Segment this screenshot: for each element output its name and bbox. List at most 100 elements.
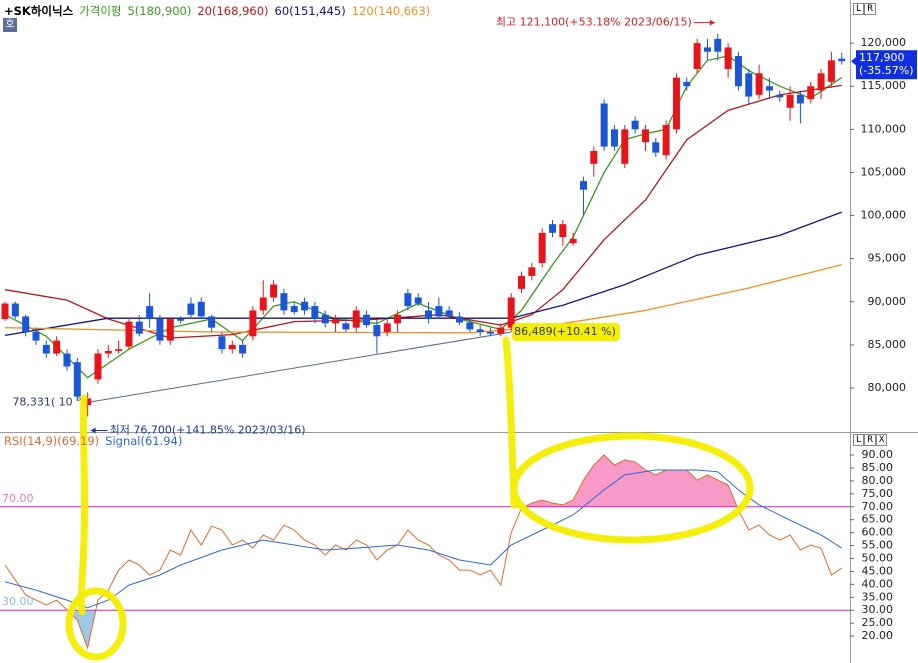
candle-body xyxy=(600,103,608,147)
series-line xyxy=(4,454,842,650)
candle-body xyxy=(765,86,773,91)
candle-body xyxy=(456,316,464,323)
candle-body xyxy=(94,353,102,380)
candle-body xyxy=(590,150,598,164)
candle-body xyxy=(197,301,205,317)
candle-body xyxy=(817,73,825,91)
candle-body xyxy=(321,314,329,324)
candle-body xyxy=(610,129,618,147)
y-tick-label: 70.00 xyxy=(862,500,894,513)
candle-body xyxy=(218,336,226,350)
legend-entry: 120(140,663) xyxy=(351,4,431,18)
y-tick-label: 40.00 xyxy=(862,577,894,590)
candle-body xyxy=(166,319,174,341)
candle-body xyxy=(672,77,680,130)
candle-body xyxy=(135,321,143,334)
legend-entry: 5(180,900) xyxy=(127,4,192,18)
candle-body xyxy=(84,398,92,406)
panel-button[interactable]: X xyxy=(875,434,888,446)
annotation-arrowhead xyxy=(709,19,715,26)
panel-button[interactable]: R xyxy=(864,434,876,446)
candle-body xyxy=(208,316,216,328)
trend-line xyxy=(87,331,512,403)
candle-body xyxy=(838,58,846,62)
candle-body xyxy=(280,293,288,311)
candle-body xyxy=(42,344,50,354)
y-tick-label: 65.00 xyxy=(862,513,894,526)
y-tick-label: 120,000 xyxy=(861,36,907,49)
low-label: 최저 76,700(+141.85% 2023/03/16) xyxy=(110,423,306,436)
last-price-label: 117,900 xyxy=(859,51,905,64)
candle-body xyxy=(734,56,742,87)
candle-body xyxy=(683,81,691,87)
candle-body xyxy=(652,142,660,153)
candle-body xyxy=(714,38,722,52)
trend-label: 86,489(+10.41 %) xyxy=(514,325,616,338)
y-tick-label: 30.00 xyxy=(862,603,894,616)
labels: 80,000 85,000 90,000 95,000 100,000 105,000 11… xyxy=(2,16,917,642)
y-tick-label: 110,000 xyxy=(861,122,907,135)
candle-body xyxy=(507,297,515,328)
candle-body xyxy=(724,47,732,69)
candle-body xyxy=(104,350,112,354)
level-label: 30.00 xyxy=(2,595,34,608)
candle-body xyxy=(332,319,340,324)
level-fill xyxy=(5,610,842,648)
candle-body xyxy=(497,327,505,334)
candle-body xyxy=(786,94,794,108)
candle-body xyxy=(156,319,164,341)
candle-body xyxy=(342,323,350,330)
candle-body xyxy=(518,275,525,289)
level-label: 70.00 xyxy=(2,492,34,505)
candle-body xyxy=(466,322,474,330)
panel-button[interactable]: R xyxy=(864,3,876,15)
candle-body xyxy=(755,73,763,95)
candle-body xyxy=(538,232,546,263)
panel-button[interactable]: L xyxy=(853,3,865,15)
candle-body xyxy=(796,94,804,104)
candle-body xyxy=(373,325,381,337)
legend-entry: RSI(14,9)(69.19) xyxy=(4,434,100,448)
y-tick-label: 115,000 xyxy=(861,79,907,92)
candle-body xyxy=(579,181,587,190)
candle-body xyxy=(11,303,19,317)
annotation-arrowhead xyxy=(90,427,96,434)
candle-body xyxy=(414,297,422,304)
badge: 호 xyxy=(3,18,17,32)
y-tick-label: 75.00 xyxy=(862,487,894,500)
candle-body xyxy=(32,331,40,341)
candle-body xyxy=(559,224,567,238)
level-fill xyxy=(524,455,738,507)
candle-body xyxy=(22,316,30,332)
candle-body xyxy=(693,43,701,69)
y-tick-label: 105,000 xyxy=(861,165,907,178)
candle-body xyxy=(73,362,81,397)
candle-body xyxy=(228,344,236,350)
legend-entry: Signal(61.94) xyxy=(105,434,183,448)
highlight-stroke xyxy=(77,394,89,616)
y-tick-label: 85.00 xyxy=(862,461,894,474)
candle-body xyxy=(311,306,319,320)
candle-body xyxy=(383,323,391,332)
label-highlight xyxy=(512,323,620,342)
last-price-box xyxy=(856,50,917,80)
candle-body xyxy=(177,319,185,321)
candle-body xyxy=(445,310,453,317)
y-tick-label: 90.00 xyxy=(862,448,894,461)
candle-body xyxy=(662,125,670,156)
candle-body xyxy=(807,86,815,100)
y-tick-label: 80.00 xyxy=(862,474,894,487)
legend: +SK하이닉스 가격이평 5(180,900) 20(168,960) 60(151,4… xyxy=(4,3,430,19)
candle-body xyxy=(125,321,133,347)
panel-button[interactable]: L xyxy=(853,434,865,446)
legend: RSI(14,9)(69.19) Signal(61.94) xyxy=(4,434,182,448)
legend-title: +SK하이닉스 xyxy=(4,4,74,18)
candle-body xyxy=(352,310,360,328)
candle-body xyxy=(569,238,577,244)
series-line xyxy=(4,211,842,337)
candle-body xyxy=(404,293,412,307)
candle-body xyxy=(745,73,753,97)
